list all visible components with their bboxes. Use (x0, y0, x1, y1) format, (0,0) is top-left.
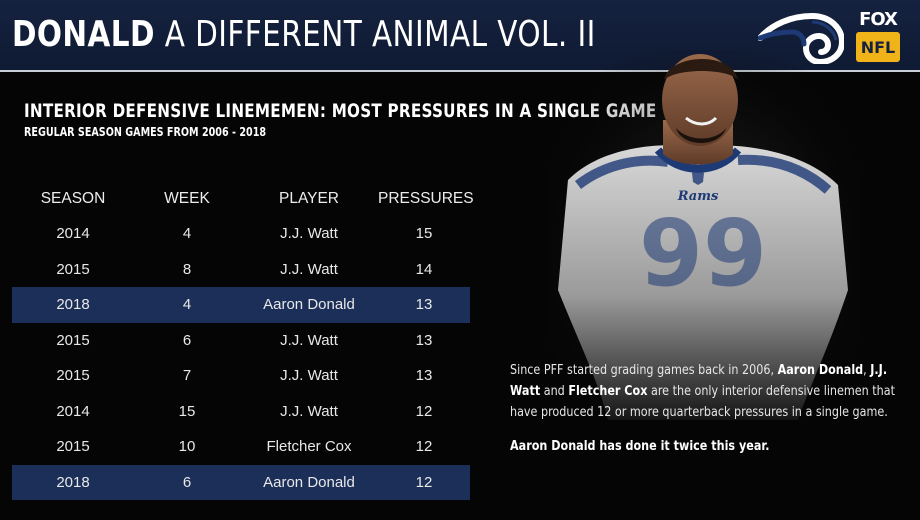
week-cell: 8 (182, 260, 192, 278)
table-row-highlighted: 2018 6 Aaron Donald 12 (12, 464, 470, 500)
caption: Since PFF started grading games back in … (510, 360, 910, 457)
page-title: DONALD A DIFFERENT ANIMAL VOL. II (12, 14, 596, 56)
player-cell: J.J. Watt (280, 260, 338, 278)
nfl-badge: NFL (856, 32, 900, 62)
column-header: WEEK (164, 190, 210, 207)
week-cell: 4 (182, 225, 192, 243)
pressures-cell: 15 (415, 225, 433, 243)
week-cell: 4 (182, 296, 192, 314)
caption-text: are the only interior defensive linemen … (510, 384, 896, 420)
caption-bold-name: J.J. Watt (510, 363, 888, 399)
pressures-cell: 13 (415, 367, 433, 385)
player-cell: Aaron Donald (263, 296, 355, 314)
column-header: SEASON (40, 190, 106, 207)
table-row: 2015 8 J.J. Watt 14 (12, 252, 470, 288)
week-cell: 6 (182, 331, 192, 349)
table-row-highlighted: 2018 4 Aaron Donald 13 (12, 287, 470, 323)
jersey-number: 99 (639, 200, 767, 307)
pressures-cell: 13 (415, 296, 433, 314)
caption-bold-name: Aaron Donald (777, 363, 864, 378)
pressures-cell: 12 (415, 438, 433, 456)
player-cell: J.J. Watt (280, 367, 338, 385)
table-header-row: SEASON WEEK PLAYER PRESSURES (12, 182, 474, 216)
season-cell: 2014 (56, 402, 90, 420)
title-bold: DONALD (12, 14, 155, 55)
season-cell: 2015 (56, 367, 90, 385)
season-cell: 2015 (56, 260, 90, 278)
table-row: 2015 7 J.J. Watt 13 (12, 358, 470, 394)
season-cell: 2018 (56, 296, 90, 314)
player-cell: Fletcher Cox (266, 438, 352, 456)
season-cell: 2014 (56, 225, 90, 243)
week-cell: 7 (182, 367, 192, 385)
caption-text: and (543, 384, 565, 399)
season-cell: 2015 (56, 331, 90, 349)
player-cell: J.J. Watt (280, 402, 338, 420)
header-bar: DONALD A DIFFERENT ANIMAL VOL. II FOX NF… (0, 0, 920, 72)
table-row: 2014 15 J.J. Watt 12 (12, 394, 470, 430)
player-cell: Aaron Donald (263, 473, 355, 491)
column-header: PRESSURES (378, 190, 474, 207)
pressures-cell: 13 (415, 331, 433, 349)
table-row: 2015 10 Fletcher Cox 12 (12, 429, 470, 465)
table-row: 2015 6 J.J. Watt 13 (12, 323, 470, 359)
table-title: INTERIOR DEFENSIVE LINEMEMEN: MOST PRESS… (24, 100, 657, 122)
player-photo: 99 Rams (548, 50, 858, 420)
caption-bold-name: Fletcher Cox (568, 384, 648, 399)
fox-wordmark: FOX (859, 9, 898, 30)
pressures-table: SEASON WEEK PLAYER PRESSURES 2014 4 J.J.… (12, 182, 474, 500)
jersey-team: Rams (677, 189, 719, 204)
caption-text: Since PFF started grading games back in … (510, 363, 775, 378)
caption-highlight: Aaron Donald has done it twice this year… (510, 439, 770, 454)
caption-paragraph: Since PFF started grading games back in … (510, 360, 910, 423)
season-cell: 2018 (56, 473, 90, 491)
column-header: PLAYER (278, 190, 340, 207)
pressures-cell: 12 (415, 402, 433, 420)
title-rest: A DIFFERENT ANIMAL VOL. II (164, 14, 596, 55)
table-subtitle: REGULAR SEASON GAMES FROM 2006 - 2018 (24, 125, 267, 139)
week-cell: 6 (182, 473, 192, 491)
pressures-cell: 14 (415, 260, 433, 278)
caption-text: , (863, 363, 867, 378)
player-cell: J.J. Watt (280, 225, 338, 243)
player-cell: J.J. Watt (280, 331, 338, 349)
fox-nfl-logo: FOX NFL (854, 10, 902, 62)
season-cell: 2015 (56, 438, 90, 456)
table-row: 2014 4 J.J. Watt 15 (12, 216, 470, 252)
week-cell: 10 (178, 438, 196, 456)
week-cell: 15 (178, 402, 196, 420)
pressures-cell: 12 (415, 473, 433, 491)
